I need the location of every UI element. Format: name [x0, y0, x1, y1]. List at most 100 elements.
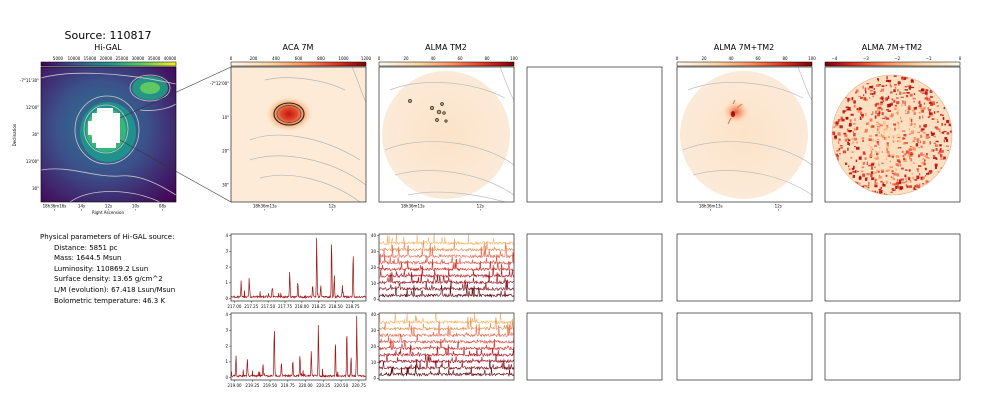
ratio-pixel — [859, 116, 862, 120]
ratio-pixel — [903, 157, 906, 160]
ratio-pixel — [923, 106, 926, 109]
ratio-pixel — [897, 137, 901, 139]
ratio-pixel — [892, 140, 895, 144]
ratio-pixel — [908, 84, 910, 88]
ratio-pixel — [886, 76, 888, 80]
x-tick-label: 219.75 — [281, 383, 295, 388]
spectrum-series — [379, 316, 514, 332]
ratio-pixel — [860, 113, 862, 115]
colorbar-tick-label: 15000 — [84, 56, 97, 61]
ratio-pixel — [876, 128, 879, 131]
x-tick-label: 14s — [78, 204, 85, 209]
ratio-pixel — [906, 92, 910, 94]
ratio-pixel — [865, 123, 869, 125]
ratio-pixel — [922, 131, 926, 134]
ratio-pixel — [878, 188, 882, 191]
ratio-pixel — [852, 141, 854, 144]
ratio-pixel — [879, 97, 883, 100]
ratio-pixel — [875, 102, 879, 105]
colorbar-tick-label: 20 — [701, 56, 707, 61]
ratio-pixel — [856, 146, 860, 150]
ratio-pixel — [912, 140, 916, 142]
ratio-pixel — [919, 103, 922, 107]
ratio-pixel — [923, 176, 925, 179]
ratio-pixel — [923, 162, 926, 166]
ratio-pixel — [897, 121, 899, 125]
y-tick-label: 20 — [371, 265, 377, 270]
ratio-pixel — [905, 180, 908, 183]
ratio-pixel — [882, 128, 885, 132]
ratio-pixel — [881, 112, 884, 116]
ratio-pixel — [835, 123, 839, 127]
higal-x-tick-labels: 18h36m16s 14s 12s 10s 08s — [43, 204, 166, 211]
ratio-pixel — [918, 105, 920, 107]
ratio-pixel — [868, 88, 870, 91]
ratio-pixel — [879, 103, 883, 106]
ratio-pixel — [935, 140, 939, 143]
ratio-pixel — [849, 122, 852, 127]
ratio-pixel — [946, 132, 950, 135]
ratio-pixel — [921, 161, 925, 165]
ratio-pixel — [913, 137, 916, 140]
ratio-pixel — [926, 180, 930, 183]
ratio-pixel — [902, 155, 905, 157]
ratio-pixel — [866, 122, 870, 124]
higal-image — [41, 67, 176, 202]
spectrum-series — [379, 338, 514, 351]
ratio-pixel — [878, 111, 881, 114]
ratio-pixel — [926, 156, 928, 159]
ratio-pixel — [895, 155, 900, 158]
ratio-pixel — [897, 126, 900, 130]
y-tick-label: 30 — [371, 249, 377, 254]
ratio-pixel — [938, 150, 943, 153]
ratio-pixel — [937, 152, 941, 155]
empty-panel-mid-3 — [824, 233, 961, 302]
colorbar-tick-label: 40 — [728, 56, 734, 61]
ratio-pixel — [935, 144, 939, 147]
ratio-pixel — [925, 89, 929, 91]
ratio-pixel — [869, 154, 873, 158]
ratio-pixel — [919, 173, 921, 176]
ratio-pixel — [894, 188, 896, 191]
ratio-pixel — [843, 132, 847, 135]
ratio-pixel — [904, 89, 908, 91]
ratio-pixel — [863, 185, 867, 187]
x-tick-label: 10s — [132, 204, 139, 209]
ratio-pixel — [942, 114, 944, 116]
colorbar-tick-label: 200 — [250, 56, 258, 61]
aca-colorbar-ticks: 0 200 400 600 800 1000 1200 — [230, 56, 372, 61]
ratio-pixel — [890, 191, 893, 193]
ratio-pixel — [905, 150, 909, 154]
ratio-pixel — [893, 123, 897, 126]
ratio-pixel — [931, 149, 934, 152]
x-tick-label: 219.50 — [263, 383, 277, 388]
spectrum-series — [379, 353, 514, 364]
x-tick-label: 18h36m16s — [43, 204, 67, 209]
y-tick-label: 0 — [225, 375, 228, 380]
ratio-pixel — [905, 169, 908, 171]
ratio-pixel — [853, 133, 856, 137]
ratio-pixel — [859, 96, 863, 99]
ratio-pixel — [897, 186, 901, 189]
ratio-pixel — [901, 167, 904, 170]
ratio-pixel — [866, 172, 870, 176]
ratio-pixel — [865, 90, 867, 94]
ratio-pixel — [845, 116, 849, 120]
colorbar-tick-label: 40000 — [164, 56, 177, 61]
ratio-pixel — [849, 130, 853, 132]
ratio-pixel — [851, 167, 854, 170]
y-tick-label: 10" — [222, 115, 229, 120]
ratio-pixel — [914, 178, 918, 181]
empty-panel-mid-1 — [526, 233, 663, 302]
ratio-pixel — [861, 113, 864, 117]
ratio-pixel — [894, 104, 897, 107]
ratio-pixel — [851, 97, 854, 101]
ratio-pixel — [913, 100, 915, 103]
ratio-pixel — [922, 140, 926, 145]
ratio-pixel — [878, 147, 881, 149]
ratio-pixel — [842, 110, 845, 114]
ratio-pixel — [943, 131, 947, 133]
param-surface-density: Surface density: 13.65 g/cm^2 — [54, 275, 163, 284]
ratio-pixel — [881, 162, 884, 165]
